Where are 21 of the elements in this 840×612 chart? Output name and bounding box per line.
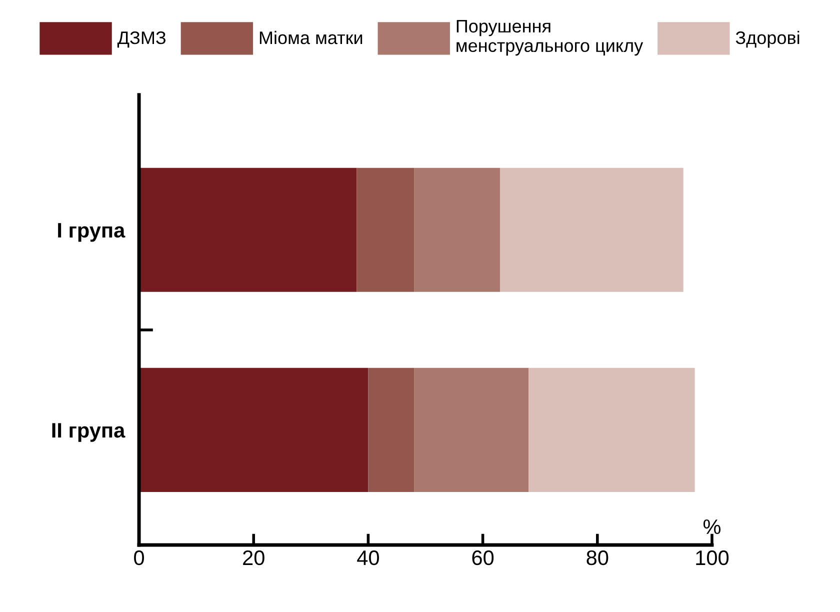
y-tick-label: II група <box>52 423 126 442</box>
bar <box>414 368 529 492</box>
x-tick-label: 60 <box>472 550 494 566</box>
bar <box>139 168 357 292</box>
x-tick-label: 40 <box>357 550 379 566</box>
y-tick-label: I група <box>58 223 126 242</box>
bar <box>368 368 414 492</box>
x-tick-label: 80 <box>586 550 608 566</box>
x-axis-title: % <box>703 519 721 534</box>
x-tick-label: 100 <box>696 550 729 566</box>
legend-label: Здорові <box>736 30 800 48</box>
legend-label: ДЗМЗ <box>117 31 166 48</box>
x-tick-label: 20 <box>243 550 264 566</box>
legend-label: Порушення менструального циклу <box>456 20 644 56</box>
bar <box>500 168 684 292</box>
bar <box>414 168 500 292</box>
legend-label: Міома матки <box>260 30 362 44</box>
bar <box>356 168 414 292</box>
bar <box>528 368 695 492</box>
x-tick-label: 0 <box>134 550 144 566</box>
bar <box>139 368 368 492</box>
